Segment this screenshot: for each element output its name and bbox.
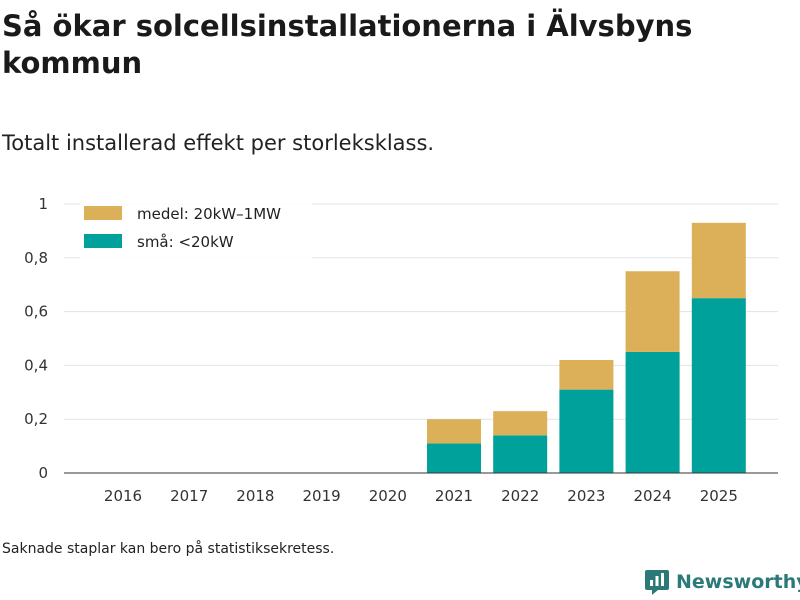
x-tick-label: 2023 bbox=[567, 487, 605, 505]
bar bbox=[559, 389, 614, 473]
chart-title: Så ökar solcellsinstallationerna i Älvsb… bbox=[2, 9, 693, 80]
chart-subtitle: Totalt installerad effekt per storlekskl… bbox=[2, 131, 435, 155]
legend-label: medel: 20kW–1MW bbox=[137, 205, 281, 223]
bar bbox=[625, 351, 680, 473]
y-tick-label: 0 bbox=[38, 464, 48, 482]
x-tick-label: 2019 bbox=[303, 487, 341, 505]
bar bbox=[493, 435, 548, 473]
bar bbox=[625, 271, 680, 352]
y-tick-label: 0,6 bbox=[24, 303, 48, 321]
x-tick-label: 2025 bbox=[700, 487, 738, 505]
brand-name: Newsworthy bbox=[676, 571, 800, 593]
legend-label: små: <20kW bbox=[137, 233, 234, 251]
legend-swatch bbox=[84, 206, 122, 220]
bar bbox=[427, 419, 481, 444]
bar bbox=[559, 360, 614, 390]
x-tick-label: 2017 bbox=[170, 487, 208, 505]
x-tick-label: 2018 bbox=[236, 487, 274, 505]
bar bbox=[427, 443, 481, 473]
bar bbox=[691, 298, 746, 473]
bar bbox=[493, 411, 548, 436]
x-tick-label: 2016 bbox=[104, 487, 142, 505]
footnote: Saknade staplar kan bero på statistiksek… bbox=[2, 541, 335, 557]
y-tick-label: 0,8 bbox=[24, 249, 48, 267]
x-tick-label: 2021 bbox=[435, 487, 473, 505]
stacked-bar-chart: 0 0,2 0,4 0,6 0,8 1 2016 2017 2018 2019 2020 2021 20… bbox=[24, 195, 778, 505]
brand-logo: Newsworthy bbox=[644, 568, 800, 596]
newsworthy-logo-icon bbox=[645, 570, 669, 595]
y-tick-label: 0,4 bbox=[24, 356, 48, 374]
bar bbox=[691, 222, 746, 299]
x-tick-label: 2024 bbox=[634, 487, 672, 505]
x-tick-label: 2020 bbox=[369, 487, 407, 505]
legend-swatch bbox=[84, 234, 122, 248]
x-tick-label: 2022 bbox=[501, 487, 539, 505]
y-tick-label: 0,2 bbox=[24, 410, 48, 428]
y-tick-label: 1 bbox=[38, 195, 48, 213]
